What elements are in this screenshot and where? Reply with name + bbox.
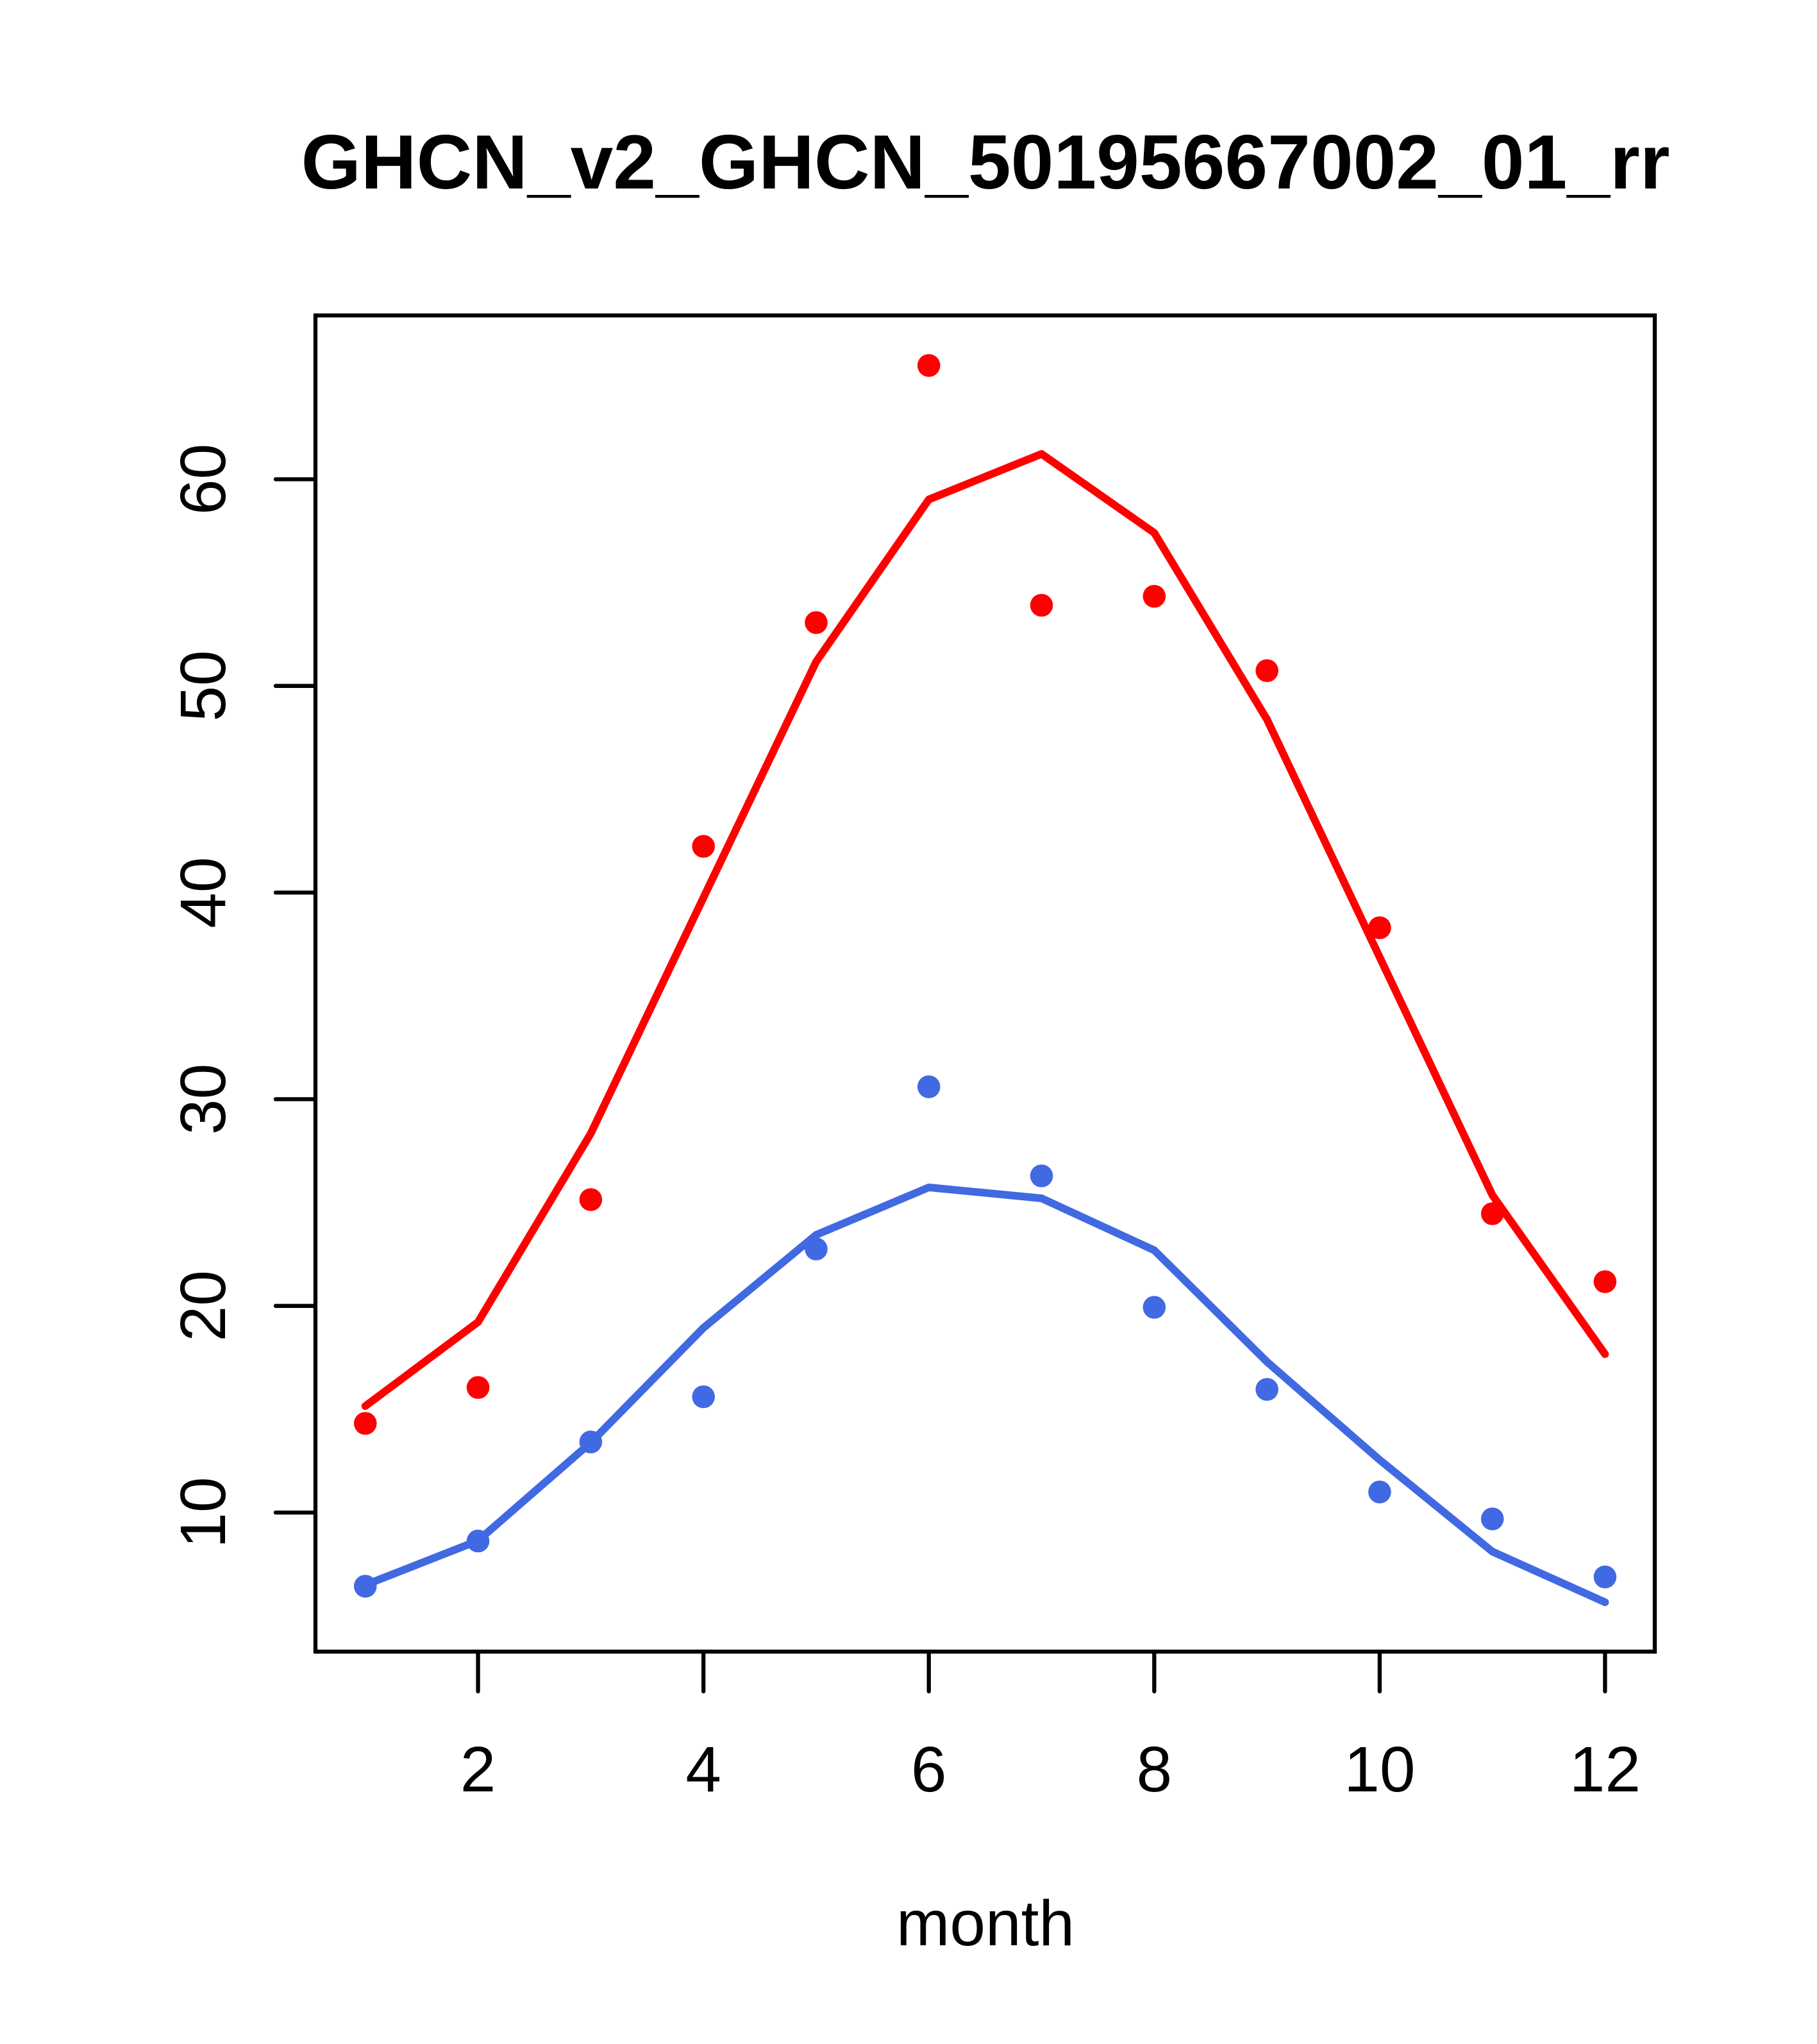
svg-text:12: 12 bbox=[1570, 1734, 1641, 1805]
svg-text:month: month bbox=[896, 1888, 1075, 1959]
svg-text:2: 2 bbox=[460, 1734, 496, 1805]
svg-text:4: 4 bbox=[685, 1734, 721, 1805]
svg-text:60: 60 bbox=[167, 444, 239, 515]
svg-text:40: 40 bbox=[167, 857, 239, 928]
svg-text:10: 10 bbox=[167, 1477, 239, 1548]
svg-text:GHCN_v2_GHCN_50195667002_01_rr: GHCN_v2_GHCN_50195667002_01_rr bbox=[301, 119, 1670, 205]
svg-text:6: 6 bbox=[911, 1734, 947, 1805]
svg-text:10: 10 bbox=[1344, 1734, 1415, 1805]
svg-text:30: 30 bbox=[167, 1064, 239, 1135]
svg-text:8: 8 bbox=[1136, 1734, 1172, 1805]
svg-text:50: 50 bbox=[167, 650, 239, 721]
svg-text:20: 20 bbox=[167, 1270, 239, 1341]
